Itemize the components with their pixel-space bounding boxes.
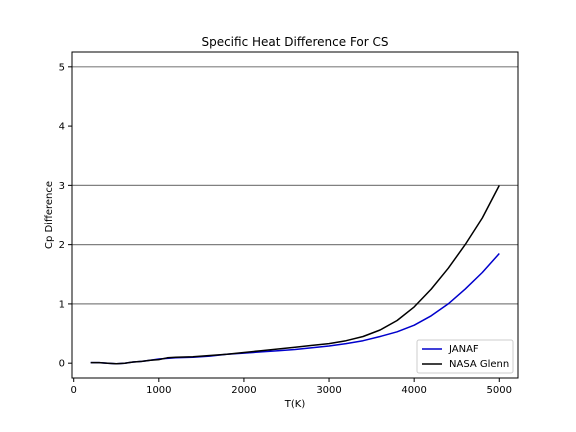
- y-tick-label: 4: [59, 122, 65, 133]
- y-tick-label: 3: [59, 181, 65, 192]
- y-tick-label: 1: [59, 299, 65, 310]
- legend-label-janaf: JANAF: [448, 344, 479, 355]
- plot-area: [71, 51, 519, 379]
- y-tick-label: 5: [59, 62, 65, 73]
- x-axis: 0 1000 2000 3000 4000 5000: [71, 378, 512, 396]
- x-tick-label: 0: [71, 385, 77, 396]
- x-tick-label: 2000: [231, 385, 256, 396]
- x-tick-label: 1000: [146, 385, 171, 396]
- x-tick-label: 5000: [487, 385, 512, 396]
- series-line-nasa-glenn: [90, 185, 500, 365]
- x-axis-label: T(K): [284, 399, 306, 410]
- y-axis: 0 1 2 3 4 5: [59, 62, 72, 370]
- grid-layer: [72, 66, 518, 305]
- y-axis-label: Cp Difference: [44, 181, 55, 249]
- y-tick-label: 2: [59, 240, 65, 251]
- x-tick-label: 3000: [316, 385, 341, 396]
- legend-label-nasa-glenn: NASA Glenn: [449, 359, 509, 370]
- y-tick-label: 0: [59, 359, 65, 370]
- chart-title: Specific Heat Difference For CS: [201, 35, 388, 49]
- series-layer: [90, 185, 500, 365]
- legend: JANAF NASA Glenn: [416, 339, 514, 374]
- x-tick-label: 4000: [401, 385, 426, 396]
